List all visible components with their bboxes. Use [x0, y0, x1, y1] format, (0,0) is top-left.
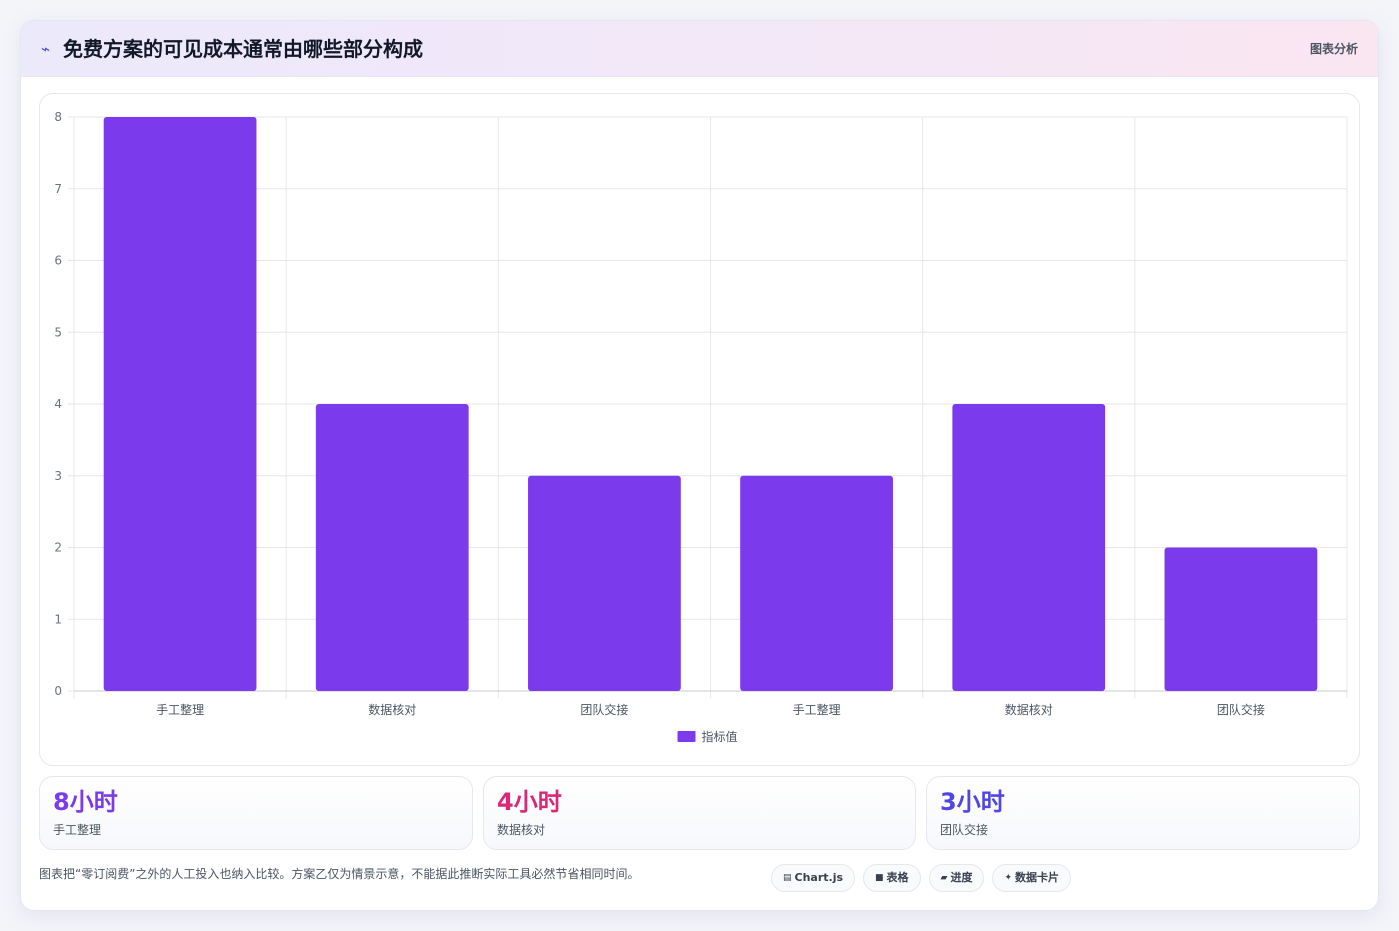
chip-chartjs[interactable]: ▤ Chart.js	[771, 864, 856, 892]
table-icon: ■	[875, 873, 884, 883]
x-tick-label: 手工整理	[793, 702, 841, 717]
chart-icon: ⌁	[41, 40, 51, 58]
bar	[103, 117, 257, 691]
x-tick-label: 数据核对	[368, 702, 416, 717]
chart-icon: ▤	[783, 873, 792, 883]
sparkle-icon: ✦	[1004, 873, 1013, 883]
y-tick-label: 6	[54, 254, 62, 268]
legend-swatch	[677, 731, 696, 742]
legend-label: 指标值	[702, 729, 738, 744]
stat-label: 手工整理	[53, 823, 102, 837]
y-tick-label: 2	[54, 541, 62, 555]
x-tick-label: 团队交接	[580, 702, 628, 717]
x-tick-label: 数据核对	[1005, 702, 1053, 717]
chip-data-card[interactable]: ✦ 数据卡片	[992, 864, 1072, 892]
x-tick-label: 手工整理	[156, 702, 204, 717]
stat-label: 数据核对	[497, 823, 546, 837]
stat-card-handoff: 3小时 团队交接	[926, 776, 1360, 850]
bar	[1164, 547, 1318, 691]
chart-analysis-button[interactable]: 图表分析	[1309, 42, 1358, 56]
stat-card-verify: 4小时 数据核对	[483, 776, 916, 850]
chip-bar: ▤ Chart.js ■ 表格 ▰ 进度 ✦ 数据卡片	[771, 864, 1072, 892]
y-tick-label: 8	[54, 110, 62, 124]
chip-label: 数据卡片	[1015, 871, 1060, 884]
chip-table[interactable]: ■ 表格	[863, 864, 921, 892]
progress-icon: ▰	[940, 873, 948, 883]
page-title: 免费方案的可见成本通常由哪些部分构成	[63, 37, 423, 61]
chart-panel: 0 1 2 3 4 5 6 7 8 手工整理 数据核对 团队交接 手工整理 数据核对 团队交接指标值	[39, 93, 1360, 766]
bar	[528, 475, 681, 691]
y-tick-label: 4	[54, 397, 62, 411]
chip-label: 进度	[950, 871, 973, 884]
y-tick-label: 3	[54, 469, 62, 483]
x-tick-label: 团队交接	[1217, 702, 1265, 717]
footnote: 图表把“零订阅费”之外的人工投入也纳入比较。方案乙仅为情景示意，不能据此推断实际…	[39, 867, 640, 881]
bar	[740, 475, 893, 691]
bar	[952, 404, 1106, 691]
bar	[315, 404, 469, 691]
stat-card-manual: 8小时 手工整理	[39, 776, 473, 850]
y-tick-label: 0	[54, 684, 62, 698]
y-tick-label: 5	[54, 325, 62, 339]
chart-card: ⌁ 免费方案的可见成本通常由哪些部分构成 图表分析 0 1 2 3 4 5 6 7 8 手工整理数…	[20, 20, 1379, 911]
chip-progress[interactable]: ▰ 进度	[928, 864, 985, 892]
card-header: ⌁ 免费方案的可见成本通常由哪些部分构成 图表分析	[21, 21, 1378, 77]
stat-value: 4小时	[497, 788, 562, 816]
stat-value: 8小时	[53, 788, 118, 816]
chip-label: Chart.js	[794, 871, 844, 884]
y-tick-label: 7	[54, 182, 62, 196]
stat-label: 团队交接	[940, 823, 989, 837]
chip-label: 表格	[886, 871, 909, 884]
stat-value: 3小时	[940, 788, 1005, 816]
y-tick-label: 1	[54, 612, 62, 626]
